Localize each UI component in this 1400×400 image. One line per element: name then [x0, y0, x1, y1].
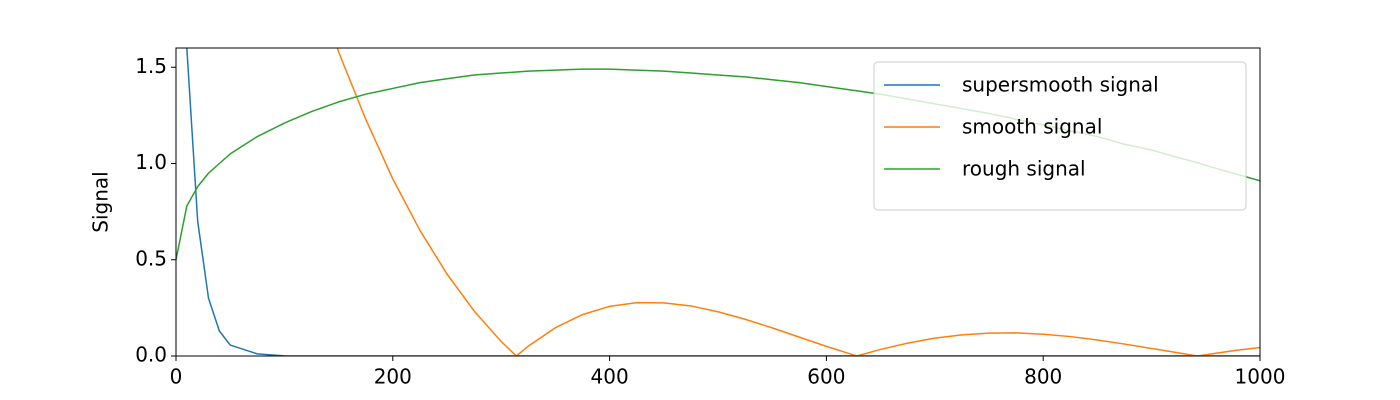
legend-label: smooth signal: [962, 115, 1102, 139]
y-tick-label: 0.5: [135, 246, 167, 270]
plot-frame: [175, 47, 1261, 357]
series-line: [336, 48, 1260, 356]
legend-label: rough signal: [962, 157, 1086, 181]
x-tick-label: 400: [591, 365, 629, 389]
y-tick-label: 1.0: [135, 150, 167, 174]
y-tick-label: 1.5: [135, 54, 167, 78]
legend-label: supersmooth signal: [962, 73, 1159, 97]
legend-box: [873, 61, 1247, 211]
x-tick-label: 1000: [1235, 365, 1286, 389]
x-tick-label: 200: [374, 365, 412, 389]
x-tick-label: 0: [170, 365, 183, 389]
x-tick-label: 600: [807, 365, 845, 389]
y-tick-label: 0.0: [135, 343, 167, 367]
x-tick-label: 800: [1024, 365, 1062, 389]
y-axis-label: Signal: [89, 171, 113, 232]
